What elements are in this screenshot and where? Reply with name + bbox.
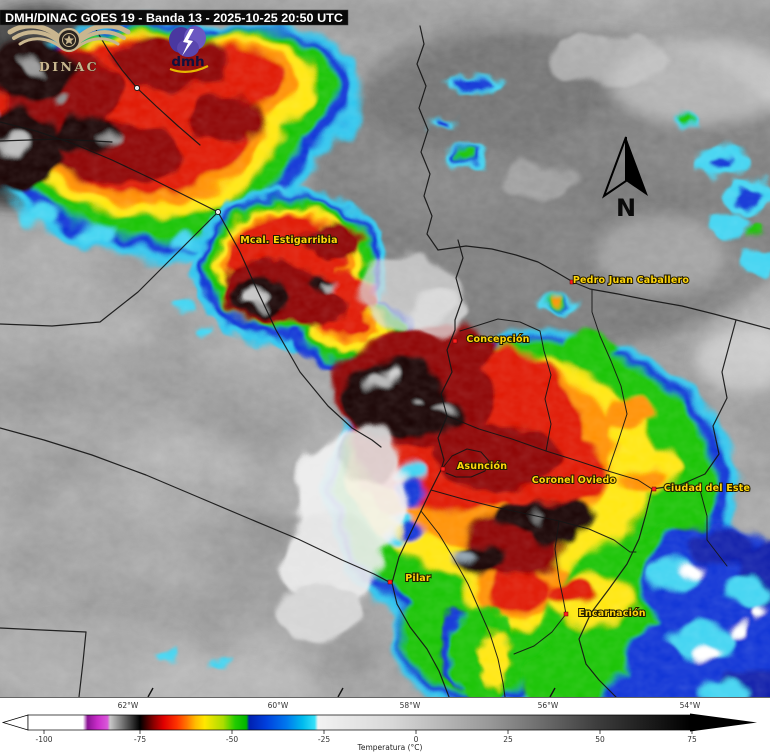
city-label-coronel-oviedo: Coronel Oviedo xyxy=(532,475,617,486)
bottom-panel: 62°W 60°W 58°W 56°W 54°W -100 -75 -50 -2… xyxy=(0,697,770,752)
tick-minus100: -100 xyxy=(35,735,52,744)
dmh-drop-icon xyxy=(169,26,206,57)
lon-label-60w: 60°W xyxy=(268,701,289,710)
colorbar-tick-labels: -100 -75 -50 -25 0 25 50 75 xyxy=(35,735,697,744)
longitude-axis: 62°W 60°W 58°W 56°W 54°W xyxy=(118,701,701,710)
colorbar-gradient xyxy=(27,714,691,731)
tick-minus75: -75 xyxy=(134,735,146,744)
meridian-ticks xyxy=(147,687,556,697)
city-dot xyxy=(569,279,575,285)
dmh-label: dmh xyxy=(171,54,204,70)
lightning-bolt-icon xyxy=(182,29,194,56)
tick-50: 50 xyxy=(595,735,605,744)
city-label-pilar: Pilar xyxy=(405,573,431,584)
city-dot xyxy=(452,338,458,344)
colorbar: -100 -75 -50 -25 0 25 50 75 Temperatura … xyxy=(1,713,757,752)
dinac-label: DINAC xyxy=(39,59,99,74)
city-label-ciudad-del-este: Ciudad del Este xyxy=(664,483,750,494)
lon-label-58w: 58°W xyxy=(400,701,421,710)
colorbar-title: Temperatura (°C) xyxy=(357,743,423,752)
dinac-logo: DINAC xyxy=(7,23,131,74)
lon-label-62w: 62°W xyxy=(118,701,139,710)
map-area: Mcal. Estigarribia Pedro Juan Caballero … xyxy=(0,0,770,697)
dmh-swoosh xyxy=(169,65,209,73)
north-arrow-right-half xyxy=(626,137,648,196)
title-bar-background xyxy=(0,9,349,26)
dinac-star-icon xyxy=(64,35,74,45)
lon-label-54w: 54°W xyxy=(680,701,701,710)
colorbar-tick-marks xyxy=(43,730,693,734)
city-labels: Mcal. Estigarribia Pedro Juan Caballero … xyxy=(239,234,751,620)
north-label: N xyxy=(616,194,636,222)
town-marker-circle xyxy=(214,208,222,216)
city-dot xyxy=(387,579,393,585)
city-label-concepcion: Concepción xyxy=(466,334,529,345)
colorbar-right-arrow xyxy=(690,713,757,732)
fine-grain xyxy=(0,0,770,697)
page-title: DMH/DINAC GOES 19 - Banda 13 - 2025-10-2… xyxy=(5,13,343,25)
tick-25: 25 xyxy=(503,735,513,744)
city-label-pedro-juan-caballero: Pedro Juan Caballero xyxy=(573,275,690,286)
town-marker-circle xyxy=(133,84,141,92)
tick-75: 75 xyxy=(687,735,697,744)
city-label-mcal-estigarribia: Mcal. Estigarribia xyxy=(240,235,338,246)
tick-minus25: -25 xyxy=(318,735,330,744)
dinac-emblem-inner-ring xyxy=(62,33,76,47)
country-borders xyxy=(0,25,770,697)
city-dot xyxy=(651,486,657,492)
north-arrow: N xyxy=(601,136,648,222)
dmh-logo: dmh xyxy=(169,26,209,73)
city-markers xyxy=(387,279,657,617)
city-dot xyxy=(563,611,569,617)
city-label-asuncion: Asunción xyxy=(457,461,507,472)
city-label-encarnacion: Encarnación xyxy=(578,608,646,619)
city-dot xyxy=(440,466,446,472)
lon-label-56w: 56°W xyxy=(538,701,559,710)
tick-minus50: -50 xyxy=(226,735,238,744)
tick-0: 0 xyxy=(414,735,419,744)
title-bar: DMH/DINAC GOES 19 - Banda 13 - 2025-10-2… xyxy=(0,9,349,26)
